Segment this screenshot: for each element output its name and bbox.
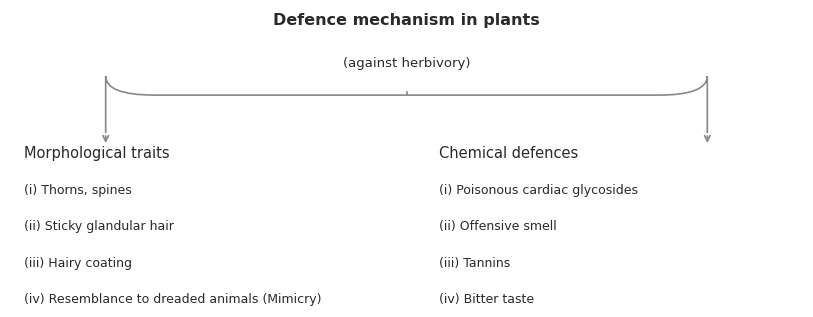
Text: (i) Thorns, spines: (i) Thorns, spines [24,184,133,197]
Text: (i) Poisonous cardiac glycosides: (i) Poisonous cardiac glycosides [439,184,638,197]
Text: (ii) Sticky glandular hair: (ii) Sticky glandular hair [24,220,174,233]
Text: (against herbivory): (against herbivory) [343,57,470,70]
Text: (iii) Tannins: (iii) Tannins [439,257,511,270]
Text: (iv) Bitter taste: (iv) Bitter taste [439,293,534,306]
Text: Chemical defences: Chemical defences [439,146,578,161]
Text: Morphological traits: Morphological traits [24,146,170,161]
Text: Defence mechanism in plants: Defence mechanism in plants [273,13,540,28]
Text: (ii) Offensive smell: (ii) Offensive smell [439,220,557,233]
Text: (iv) Resemblance to dreaded animals (Mimicry): (iv) Resemblance to dreaded animals (Mim… [24,293,322,306]
Text: (iii) Hairy coating: (iii) Hairy coating [24,257,133,270]
